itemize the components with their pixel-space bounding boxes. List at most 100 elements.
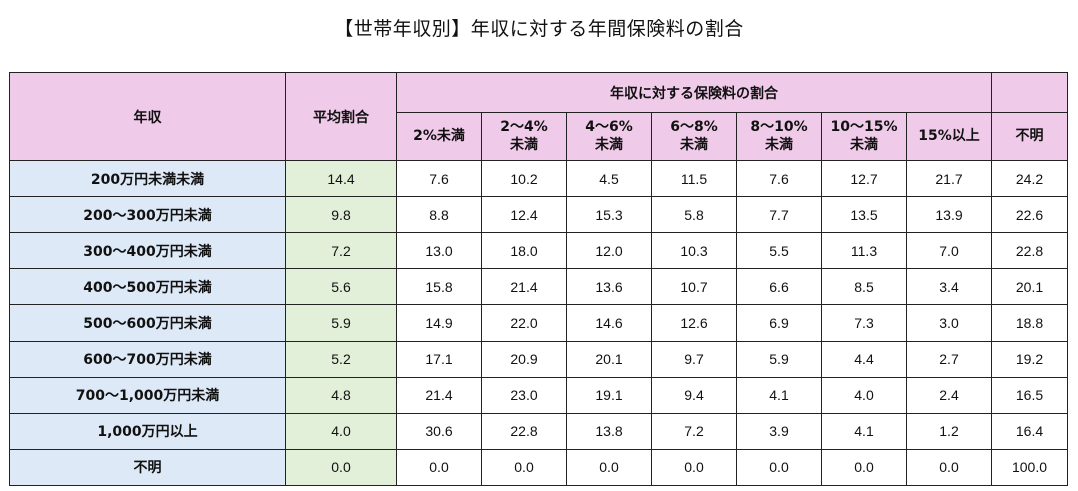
value-cell: 30.6 <box>396 412 482 450</box>
value-cell: 13.8 <box>566 412 652 450</box>
value-cell: 9.4 <box>651 376 737 414</box>
average-cell: 5.2 <box>285 340 397 378</box>
table-row: 500〜600万円未満 5.9 14.9 22.0 14.6 12.6 6.9 7.3 3.0 1… <box>9 304 1069 342</box>
row-label: 200〜300万円未満 <box>9 196 286 234</box>
value-cell: 0.0 <box>481 448 567 487</box>
value-cell: 0.0 <box>651 448 737 487</box>
subheader-col-2: 4〜6% 未満 <box>566 112 652 161</box>
value-cell: 13.6 <box>566 268 652 306</box>
average-cell: 14.4 <box>285 159 397 198</box>
row-label: 400〜500万円未満 <box>9 268 286 306</box>
value-cell: 0.0 <box>821 448 907 487</box>
row-label: 700〜1,000万円未満 <box>9 376 286 414</box>
header-group: 年収に対する保険料の割合 <box>395 72 993 113</box>
value-cell: 10.2 <box>481 159 567 198</box>
value-cell: 20.1 <box>991 268 1069 306</box>
table-row: 400〜500万円未満 5.6 15.8 21.4 13.6 10.7 6.6 8.5 3.4 2… <box>9 268 1069 306</box>
value-cell: 15.8 <box>396 268 482 306</box>
page-title: 【世帯年収別】年収に対する年間保険料の割合 <box>334 18 744 40</box>
value-cell: 13.0 <box>396 232 482 270</box>
value-cell: 3.0 <box>905 304 993 342</box>
value-cell: 7.7 <box>736 196 822 234</box>
value-cell: 20.9 <box>481 340 567 378</box>
subheader-col-7: 不明 <box>991 112 1069 161</box>
value-cell: 9.7 <box>651 340 737 378</box>
header-income: 年収 <box>9 72 286 161</box>
value-cell: 4.0 <box>821 376 907 414</box>
value-cell: 20.1 <box>566 340 652 378</box>
value-cell: 4.1 <box>821 412 907 450</box>
value-cell: 13.9 <box>905 196 993 234</box>
value-cell: 8.5 <box>821 268 907 306</box>
value-cell: 21.4 <box>396 376 482 414</box>
subheader-col-5: 10〜15% 未満 <box>821 112 907 161</box>
average-cell: 5.6 <box>285 268 397 306</box>
value-cell: 22.6 <box>991 196 1069 234</box>
value-cell: 8.8 <box>396 196 482 234</box>
value-cell: 19.1 <box>566 376 652 414</box>
value-cell: 23.0 <box>481 376 567 414</box>
value-cell: 7.0 <box>905 232 993 270</box>
value-cell: 18.0 <box>481 232 567 270</box>
table-row: 600〜700万円未満 5.2 17.1 20.9 20.1 9.7 5.9 4.4 2.7 19… <box>9 340 1069 378</box>
value-cell: 17.1 <box>396 340 482 378</box>
value-cell: 7.2 <box>651 412 737 450</box>
value-cell: 3.9 <box>736 412 822 450</box>
value-cell: 16.4 <box>991 412 1069 450</box>
value-cell: 10.7 <box>651 268 737 306</box>
value-cell: 12.4 <box>481 196 567 234</box>
table-row: 700〜1,000万円未満 4.8 21.4 23.0 19.1 9.4 4.1 4.0 2.4… <box>9 376 1069 414</box>
value-cell: 18.8 <box>991 304 1069 342</box>
average-cell: 0.0 <box>285 448 397 487</box>
value-cell: 22.8 <box>991 232 1069 270</box>
subheader-col-4: 8〜10% 未満 <box>736 112 822 161</box>
row-label: 1,000万円以上 <box>9 412 286 450</box>
value-cell: 7.3 <box>821 304 907 342</box>
value-cell: 1.2 <box>905 412 993 450</box>
value-cell: 19.2 <box>991 340 1069 378</box>
value-cell: 16.5 <box>991 376 1069 414</box>
subheader-col-1: 2〜4% 未満 <box>481 112 567 161</box>
header-average: 平均割合 <box>285 72 397 161</box>
value-cell: 4.4 <box>821 340 907 378</box>
header-blank <box>991 72 1069 113</box>
value-cell: 6.6 <box>736 268 822 306</box>
row-label: 600〜700万円未満 <box>9 340 286 378</box>
value-cell: 0.0 <box>905 448 993 487</box>
value-cell: 12.0 <box>566 232 652 270</box>
value-cell: 14.6 <box>566 304 652 342</box>
value-cell: 12.7 <box>821 159 907 198</box>
subheader-col-6: 15%以上 <box>905 112 993 161</box>
value-cell: 21.7 <box>905 159 993 198</box>
value-cell: 24.2 <box>991 159 1069 198</box>
value-cell: 13.5 <box>821 196 907 234</box>
value-cell: 2.7 <box>905 340 993 378</box>
row-label: 200万円未満未満 <box>9 159 286 198</box>
row-label: 300〜400万円未満 <box>9 232 286 270</box>
value-cell: 10.3 <box>651 232 737 270</box>
value-cell: 14.9 <box>396 304 482 342</box>
value-cell: 100.0 <box>991 448 1069 487</box>
value-cell: 15.3 <box>566 196 652 234</box>
value-cell: 5.9 <box>736 340 822 378</box>
value-cell: 4.5 <box>566 159 652 198</box>
value-cell: 0.0 <box>736 448 822 487</box>
row-label: 不明 <box>9 448 286 487</box>
table-row: 300〜400万円未満 7.2 13.0 18.0 12.0 10.3 5.5 11.3 7.0… <box>9 232 1069 270</box>
table-row: 200〜300万円未満 9.8 8.8 12.4 15.3 5.8 7.7 13.5 13.9 2… <box>9 196 1069 234</box>
value-cell: 7.6 <box>396 159 482 198</box>
value-cell: 5.8 <box>651 196 737 234</box>
data-table: 年収 平均割合 年収に対する保険料の割合 2%未満 2〜4% 未満 4〜6% 未満 6… <box>9 72 1069 487</box>
value-cell: 2.4 <box>905 376 993 414</box>
average-cell: 4.8 <box>285 376 397 414</box>
table-row: 200万円未満未満 14.4 7.6 10.2 4.5 11.5 7.6 12.7 21.7 24… <box>9 159 1069 198</box>
value-cell: 12.6 <box>651 304 737 342</box>
value-cell: 7.6 <box>736 159 822 198</box>
value-cell: 22.0 <box>481 304 567 342</box>
value-cell: 5.5 <box>736 232 822 270</box>
value-cell: 11.5 <box>651 159 737 198</box>
value-cell: 4.1 <box>736 376 822 414</box>
table-row: 1,000万円以上 4.0 30.6 22.8 13.8 7.2 3.9 4.1 1.2 16.4 <box>9 412 1069 450</box>
average-cell: 7.2 <box>285 232 397 270</box>
average-cell: 9.8 <box>285 196 397 234</box>
